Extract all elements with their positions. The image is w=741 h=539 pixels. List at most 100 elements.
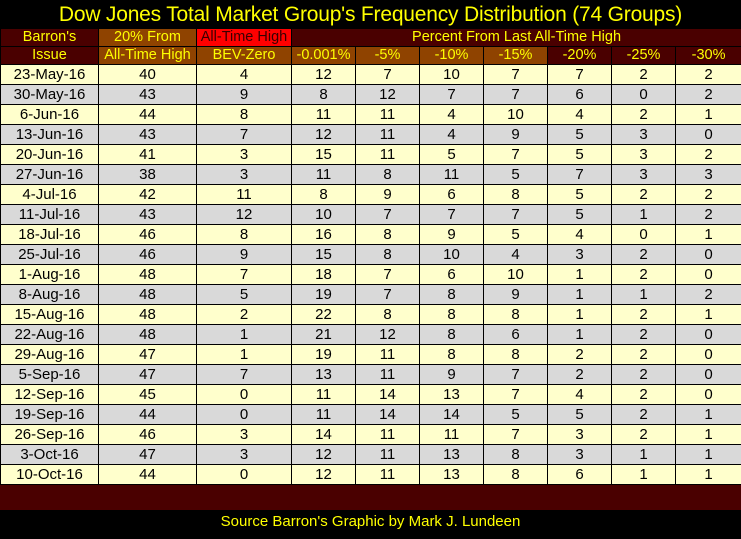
issue-date-cell: 18-Jul-16 — [0, 224, 99, 245]
table-row: 22-Aug-16 48 1 21 12 8 6 1 2 0 — [0, 324, 741, 345]
count-cell: 46 — [98, 244, 197, 265]
header-20pct-top: 20% From — [98, 28, 197, 47]
count-cell: 11 — [419, 164, 484, 185]
count-cell: 7 — [483, 204, 548, 225]
count-cell: 0 — [611, 84, 676, 105]
header-row-2: Issue All-Time High BEV-Zero -0.001% -5%… — [0, 46, 741, 65]
count-cell: 41 — [98, 144, 197, 165]
table-row: 6-Jun-16 44 8 11 11 4 10 4 2 1 — [0, 104, 741, 125]
count-cell: 12 — [291, 444, 356, 465]
count-cell: 7 — [483, 64, 548, 85]
count-cell: 9 — [355, 184, 420, 205]
table-row: 10-Oct-16 44 0 12 11 13 8 6 1 1 — [0, 464, 741, 485]
count-cell: 0 — [674, 384, 741, 405]
count-cell: 3 — [196, 144, 292, 165]
issue-date-cell: 23-May-16 — [0, 64, 99, 85]
count-cell: 0 — [196, 384, 292, 405]
count-cell: 11 — [355, 444, 420, 465]
count-cell: 8 — [291, 84, 356, 105]
count-cell: 10 — [419, 244, 484, 265]
count-cell: 1 — [611, 464, 676, 485]
issue-date-cell: 25-Jul-16 — [0, 244, 99, 265]
count-cell: 1 — [611, 444, 676, 465]
count-cell: 0 — [611, 224, 676, 245]
count-cell: 4 — [419, 124, 484, 145]
count-cell: 6 — [419, 264, 484, 285]
count-cell: 6 — [419, 184, 484, 205]
table-row: 25-Jul-16 46 9 15 8 10 4 3 2 0 — [0, 244, 741, 265]
issue-date-cell: 22-Aug-16 — [0, 324, 99, 345]
issue-date-cell: 3-Oct-16 — [0, 444, 99, 465]
issue-date-cell: 10-Oct-16 — [0, 464, 99, 485]
count-cell: 2 — [611, 404, 676, 425]
table-row: 29-Aug-16 47 1 19 11 8 8 2 2 0 — [0, 344, 741, 365]
table-row: 3-Oct-16 47 3 12 11 13 8 3 1 1 — [0, 444, 741, 465]
count-cell: 12 — [355, 324, 420, 345]
count-cell: 48 — [98, 284, 197, 305]
table-row: 4-Jul-16 42 11 8 9 6 8 5 2 2 — [0, 184, 741, 205]
count-cell: 1 — [674, 304, 741, 325]
header-pct-col: -30% — [674, 46, 741, 65]
count-cell: 1 — [674, 444, 741, 465]
count-cell: 47 — [98, 444, 197, 465]
count-cell: 9 — [419, 364, 484, 385]
count-cell: 19 — [291, 284, 356, 305]
count-cell: 8 — [483, 444, 548, 465]
issue-date-cell: 5-Sep-16 — [0, 364, 99, 385]
footer-band — [0, 485, 741, 510]
count-cell: 40 — [98, 64, 197, 85]
count-cell: 2 — [674, 284, 741, 305]
header-bev-zero: BEV-Zero — [196, 46, 292, 65]
count-cell: 5 — [547, 204, 612, 225]
count-cell: 6 — [483, 324, 548, 345]
count-cell: 2 — [674, 64, 741, 85]
count-cell: 14 — [355, 384, 420, 405]
count-cell: 46 — [98, 424, 197, 445]
count-cell: 1 — [196, 324, 292, 345]
count-cell: 47 — [98, 344, 197, 365]
count-cell: 10 — [483, 264, 548, 285]
count-cell: 2 — [611, 244, 676, 265]
count-cell: 7 — [355, 64, 420, 85]
count-cell: 1 — [611, 284, 676, 305]
count-cell: 11 — [291, 384, 356, 405]
count-cell: 2 — [611, 184, 676, 205]
issue-date-cell: 13-Jun-16 — [0, 124, 99, 145]
count-cell: 10 — [291, 204, 356, 225]
count-cell: 1 — [674, 424, 741, 445]
count-cell: 5 — [547, 144, 612, 165]
count-cell: 2 — [674, 84, 741, 105]
count-cell: 1 — [674, 404, 741, 425]
count-cell: 4 — [419, 104, 484, 125]
header-pct-col: -5% — [355, 46, 420, 65]
table-row: 20-Jun-16 41 3 15 11 5 7 5 3 2 — [0, 144, 741, 165]
table-row: 5-Sep-16 47 7 13 11 9 7 2 2 0 — [0, 364, 741, 385]
issue-date-cell: 29-Aug-16 — [0, 344, 99, 365]
issue-date-cell: 15-Aug-16 — [0, 304, 99, 325]
table-row: 18-Jul-16 46 8 16 8 9 5 4 0 1 — [0, 224, 741, 245]
issue-date-cell: 19-Sep-16 — [0, 404, 99, 425]
table-row: 8-Aug-16 48 5 19 7 8 9 1 1 2 — [0, 284, 741, 305]
count-cell: 9 — [196, 84, 292, 105]
count-cell: 11 — [355, 124, 420, 145]
count-cell: 7 — [355, 264, 420, 285]
header-pct-col: -0.001% — [291, 46, 356, 65]
table-row: 15-Aug-16 48 2 22 8 8 8 1 2 1 — [0, 304, 741, 325]
count-cell: 8 — [196, 104, 292, 125]
source-credit: Source Barron's Graphic by Mark J. Lunde… — [220, 513, 521, 530]
count-cell: 6 — [547, 84, 612, 105]
header-20pct-bottom: All-Time High — [98, 46, 197, 65]
count-cell: 5 — [196, 284, 292, 305]
table-row: 11-Jul-16 43 12 10 7 7 7 5 1 2 — [0, 204, 741, 225]
header-pct-col: -10% — [419, 46, 484, 65]
count-cell: 11 — [355, 144, 420, 165]
count-cell: 1 — [547, 304, 612, 325]
header-row-1: Barron's 20% From All-Time High Percent … — [0, 28, 741, 47]
count-cell: 11 — [291, 104, 356, 125]
count-cell: 2 — [611, 424, 676, 445]
count-cell: 8 — [355, 224, 420, 245]
count-cell: 3 — [196, 164, 292, 185]
issue-date-cell: 6-Jun-16 — [0, 104, 99, 125]
count-cell: 3 — [611, 164, 676, 185]
count-cell: 7 — [355, 284, 420, 305]
